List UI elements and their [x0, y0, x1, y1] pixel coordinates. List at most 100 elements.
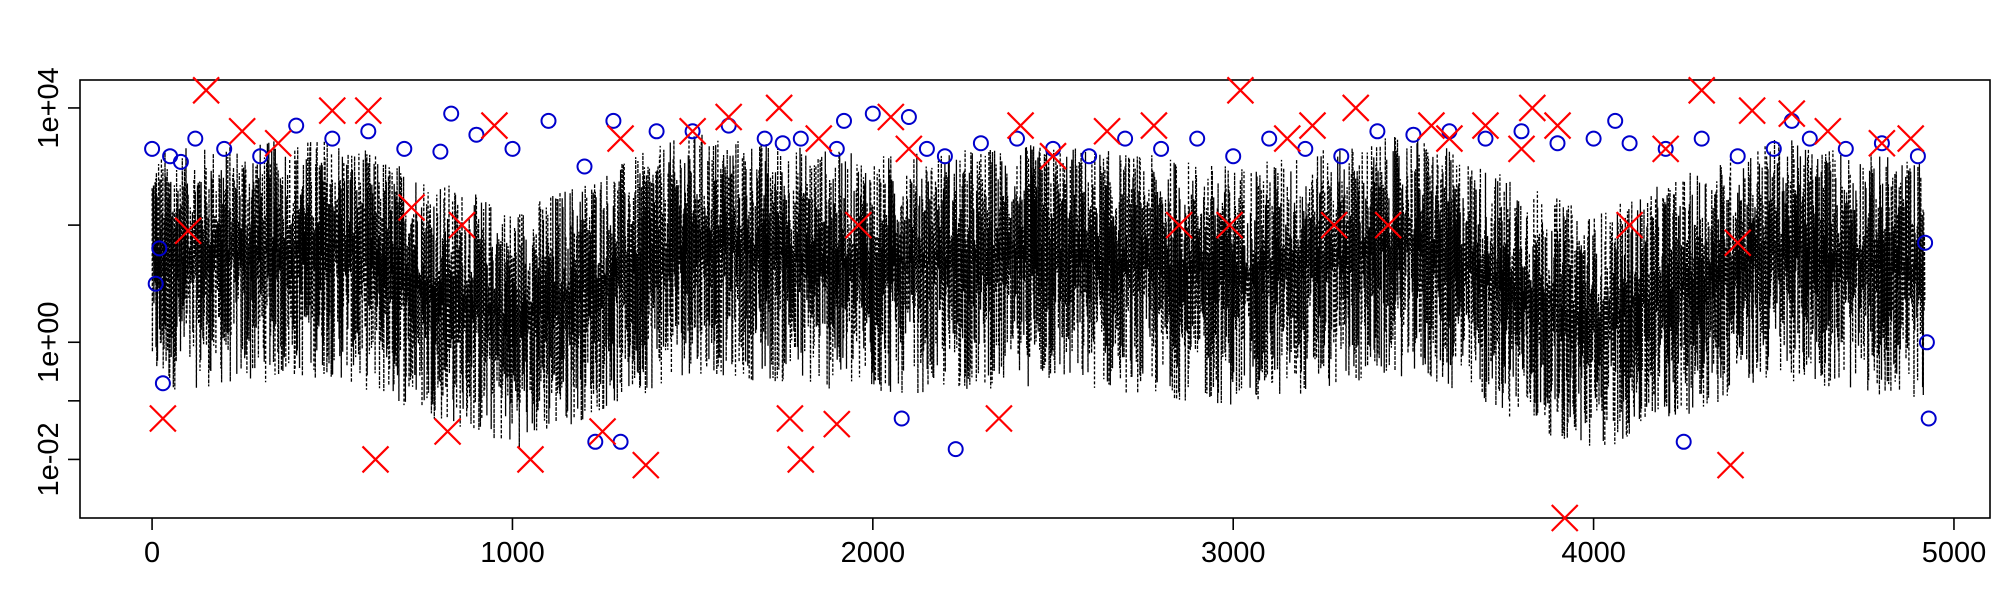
circle-point: [1333, 148, 1350, 165]
cross-point: [1868, 129, 1896, 157]
cross-point: [678, 117, 707, 146]
circle-point: [288, 117, 305, 134]
cross-point: [149, 404, 177, 433]
circle-point: [154, 375, 171, 392]
circle-point: [576, 158, 593, 175]
cross-point: [985, 404, 1013, 433]
circle-point: [1693, 130, 1710, 147]
cross-point: [1298, 111, 1327, 140]
cross-point: [877, 103, 905, 131]
cross-point: [192, 76, 220, 105]
circle-point: [648, 123, 665, 140]
circle-point: [1189, 130, 1206, 147]
circle-point: [324, 130, 341, 147]
circle-point: [151, 240, 168, 257]
circle-point: [792, 130, 809, 147]
circle-point: [587, 433, 604, 450]
cross-point: [480, 111, 509, 140]
cross-point: [1320, 211, 1348, 239]
cross-markers: [149, 76, 1925, 532]
x-tick-label: 2000: [841, 537, 906, 569]
cross-point: [588, 417, 617, 446]
cross-point: [776, 404, 804, 433]
cross-point: [1518, 94, 1547, 122]
cross-point: [1896, 124, 1925, 153]
cross-point: [448, 211, 476, 239]
circle-point: [1369, 123, 1386, 140]
cross-point: [1543, 111, 1572, 140]
x-tick-label: 0: [144, 537, 160, 569]
circle-point: [1225, 148, 1242, 165]
circle-point: [947, 441, 964, 458]
circle-point: [828, 140, 845, 157]
circle-point: [1513, 123, 1530, 140]
circle-point: [864, 105, 881, 122]
circle-point: [720, 117, 737, 134]
circle-point: [504, 140, 521, 157]
cross-point: [714, 103, 743, 131]
cross-point: [354, 96, 383, 125]
cross-point: [1738, 96, 1766, 125]
circle-point: [936, 148, 953, 165]
cross-point: [228, 117, 256, 146]
circle-point: [1918, 334, 1935, 351]
cross-point: [1651, 135, 1680, 163]
circle-point: [893, 410, 910, 427]
circle-point: [1549, 135, 1566, 152]
cross-point: [1341, 94, 1370, 122]
circle-point: [1009, 130, 1025, 147]
y-tick-label: 1e+00: [33, 302, 65, 383]
x-tick-label: 1000: [480, 537, 545, 569]
cross-point: [1093, 117, 1121, 146]
circle-point: [774, 135, 791, 152]
circle-point: [468, 126, 485, 143]
cross-point: [1374, 211, 1402, 239]
circle-point: [1920, 410, 1937, 427]
x-tick-label: 3000: [1201, 537, 1266, 569]
circle-point: [1657, 140, 1674, 157]
cross-point: [516, 445, 545, 474]
x-tick-label: 4000: [1561, 537, 1626, 569]
cross-point: [1039, 142, 1067, 170]
cross-point: [823, 410, 851, 438]
circle-point: [1117, 130, 1134, 147]
circle-point: [1621, 135, 1638, 152]
cross-point: [1550, 504, 1579, 532]
circle-point: [1917, 234, 1934, 251]
cross-point: [844, 211, 873, 239]
cross-point: [1507, 135, 1536, 163]
x-tick-label: 5000: [1922, 537, 1987, 569]
circle-point: [172, 153, 189, 170]
cross-point: [361, 445, 390, 474]
circle-point: [1729, 148, 1746, 165]
circle-point: [1801, 130, 1818, 147]
circle-point: [1261, 130, 1278, 147]
circle-point: [1873, 135, 1890, 152]
circle-point: [1607, 112, 1624, 129]
cross-point: [1215, 211, 1244, 239]
circle-point: [443, 105, 460, 122]
circle-point: [612, 433, 629, 450]
cross-point: [1615, 211, 1644, 239]
cross-point: [264, 129, 292, 157]
cross-point: [1435, 124, 1464, 153]
circle-point: [1783, 112, 1800, 129]
cross-point: [1165, 211, 1193, 239]
circle-point: [147, 275, 164, 292]
circle-point: [605, 112, 622, 129]
cross-point: [1687, 76, 1716, 105]
cross-point: [433, 417, 462, 446]
cross-point: [804, 124, 833, 153]
circle-point: [187, 130, 204, 147]
cross-point: [1778, 99, 1806, 128]
circle-point: [1585, 130, 1602, 147]
circle-point: [900, 109, 917, 125]
data-trace-line: [151, 134, 1926, 448]
circle-point: [1477, 130, 1494, 147]
cross-point: [1417, 111, 1446, 140]
cross-point: [1716, 451, 1745, 479]
cross-point: [632, 451, 660, 479]
circle-point: [1441, 123, 1458, 140]
circle-point: [432, 143, 449, 160]
circle-point: [1765, 140, 1782, 157]
